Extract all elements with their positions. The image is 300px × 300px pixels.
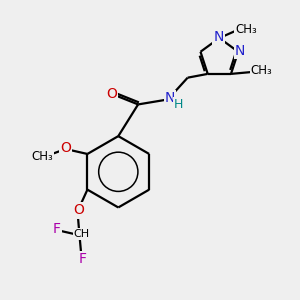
Text: CH₃: CH₃ [235,22,257,36]
Text: CH: CH [74,229,89,239]
Text: N: N [213,30,224,44]
Text: N: N [165,92,175,106]
Text: O: O [60,141,71,155]
Text: CH₃: CH₃ [251,64,273,77]
Text: N: N [235,44,245,58]
Text: F: F [79,252,86,266]
Text: F: F [53,222,61,236]
Text: O: O [106,86,117,100]
Text: O: O [73,203,84,218]
Text: CH₃: CH₃ [31,150,53,164]
Text: H: H [174,98,183,111]
